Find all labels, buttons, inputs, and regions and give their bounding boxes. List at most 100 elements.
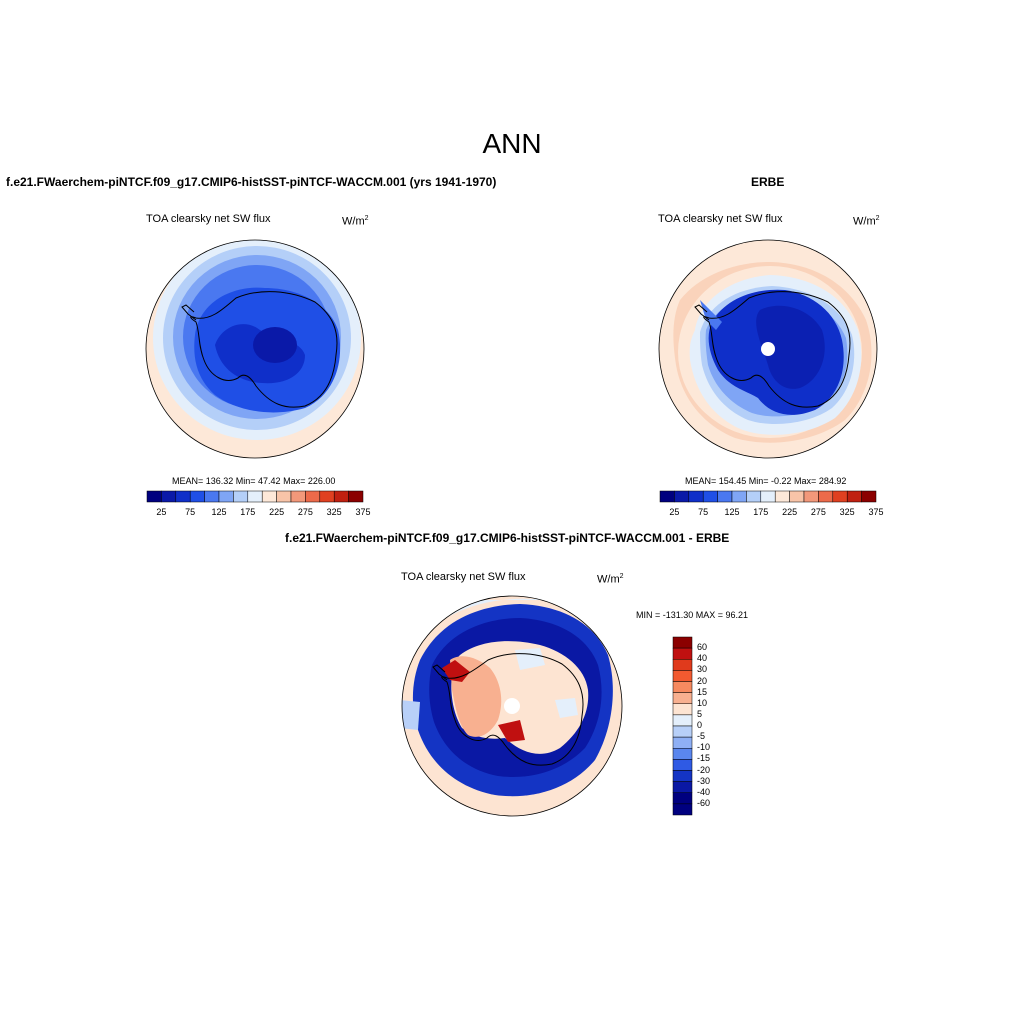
map-2-peninsula-outline xyxy=(694,304,710,321)
colorbar-tick-label: -10 xyxy=(697,742,711,753)
map-1-coastline xyxy=(190,291,338,408)
colorbar-tick-label: 25 xyxy=(156,507,167,517)
colorbar-tick-label: -30 xyxy=(697,775,711,786)
panel-3-colorbar xyxy=(672,636,693,816)
colorbar-tick-label: 375 xyxy=(355,507,371,517)
colorbar-tick-label: 125 xyxy=(211,507,227,517)
colorbar-tick-label: -20 xyxy=(697,764,711,775)
colorbar-box xyxy=(672,636,693,649)
colorbar-tick-label: 325 xyxy=(839,507,855,517)
colorbar-box xyxy=(672,703,693,716)
colorbar-box xyxy=(731,490,747,503)
colorbar-tick-label: 20 xyxy=(697,675,708,686)
colorbar-tick-label: 225 xyxy=(782,507,798,517)
map-3-field xyxy=(402,596,622,816)
colorbar-box xyxy=(702,490,718,503)
colorbar-box xyxy=(672,770,693,782)
colorbar-box xyxy=(218,490,234,503)
colorbar-box xyxy=(688,490,704,503)
colorbar-box xyxy=(247,490,263,503)
colorbar-box xyxy=(672,670,693,682)
colorbar-tick-label: 0 xyxy=(697,720,703,730)
colorbar-box xyxy=(204,490,220,503)
panel-1-stats: MEAN= 136.32 Min= 47.42 Max= 226.00 xyxy=(172,476,336,486)
colorbar-box xyxy=(261,490,277,503)
colorbar-box xyxy=(672,792,693,805)
colorbar-tick-label: 275 xyxy=(297,507,313,517)
colorbar-box xyxy=(189,490,205,503)
colorbar-box xyxy=(333,490,349,503)
colorbar-box xyxy=(717,490,733,503)
colorbar-box xyxy=(672,736,693,749)
colorbar-box xyxy=(672,681,693,693)
panel-2-units: W/m2 xyxy=(853,215,880,228)
colorbar-box xyxy=(175,490,191,503)
colorbar-tick-label: 125 xyxy=(724,507,740,517)
colorbar-box xyxy=(672,692,693,704)
colorbar-box xyxy=(672,759,693,771)
map-2-field xyxy=(659,240,877,458)
colorbar-tick-label: 40 xyxy=(697,653,708,664)
colorbar-tick-label: 275 xyxy=(810,507,826,517)
colorbar-box xyxy=(161,490,177,503)
colorbar-tick-label: 375 xyxy=(868,507,884,517)
colorbar-box xyxy=(774,490,790,503)
colorbar-tick-label: 60 xyxy=(697,642,708,653)
colorbar-box xyxy=(832,490,848,503)
colorbar-box xyxy=(672,748,693,760)
colorbar-box xyxy=(672,659,693,671)
colorbar-tick-label: 175 xyxy=(240,507,256,517)
map-1-border xyxy=(145,239,365,459)
colorbar-box xyxy=(319,490,335,503)
colorbar-box xyxy=(861,490,877,503)
colorbar-box xyxy=(674,490,690,503)
colorbar-tick-label: 15 xyxy=(697,686,708,697)
colorbar-tick-label: 225 xyxy=(269,507,285,517)
colorbar-tick-label: 5 xyxy=(697,708,703,719)
colorbar-box xyxy=(760,490,776,503)
map-3-coastline xyxy=(441,653,584,766)
panel-2-stats: MEAN= 154.45 Min= -0.22 Max= 284.92 xyxy=(685,476,847,486)
colorbar-box xyxy=(672,725,693,738)
colorbar-tick-label: -60 xyxy=(697,797,711,808)
colorbar-box xyxy=(659,490,675,503)
colorbar-tick-label: -15 xyxy=(697,753,711,764)
panel-1-title: f.e21.FWaerchem-piNTCF.f09_g17.CMIP6-his… xyxy=(6,175,497,189)
panel-3-stats: MIN = -131.30 MAX = 96.21 xyxy=(636,610,749,620)
panel-3-title: f.e21.FWaerchem-piNTCF.f09_g17.CMIP6-his… xyxy=(285,531,730,545)
colorbar-box xyxy=(846,490,862,503)
colorbar-box xyxy=(672,647,693,660)
colorbar-box xyxy=(348,490,364,503)
colorbar-tick-label: 325 xyxy=(326,507,342,517)
panel-3-variable-label: TOA clearsky net SW flux xyxy=(401,571,526,583)
colorbar-box xyxy=(672,781,693,793)
panel-1-units: W/m2 xyxy=(342,215,369,228)
colorbar-box xyxy=(789,490,805,503)
colorbar-tick-label: -5 xyxy=(697,731,706,742)
panel-1-colorbar xyxy=(146,490,364,503)
panel-1-variable-label: TOA clearsky net SW flux xyxy=(146,213,271,225)
colorbar-tick-label: 25 xyxy=(669,507,680,517)
colorbar-box xyxy=(305,490,321,503)
colorbar-tick-label: 75 xyxy=(698,507,709,517)
panel-3-units: W/m2 xyxy=(597,573,624,586)
colorbar-box xyxy=(746,490,762,503)
map-3-peninsula-outline xyxy=(432,664,448,681)
map-1-peninsula-outline xyxy=(181,304,197,321)
colorbar-box xyxy=(803,490,819,503)
colorbar-tick-label: 10 xyxy=(697,697,708,708)
colorbar-box xyxy=(233,490,249,503)
main-title: ANN xyxy=(482,128,542,159)
map-1-field xyxy=(146,240,364,458)
map-2-border xyxy=(658,239,878,459)
colorbar-box xyxy=(290,490,306,503)
colorbar-box xyxy=(672,803,693,816)
colorbar-tick-label: 75 xyxy=(185,507,196,517)
panel-2-variable-label: TOA clearsky net SW flux xyxy=(658,213,783,225)
colorbar-tick-label: -40 xyxy=(697,786,711,797)
colorbar-tick-label: 30 xyxy=(697,664,708,675)
colorbar-box xyxy=(146,490,162,503)
map-2-coastline xyxy=(703,291,851,408)
colorbar-box xyxy=(276,490,292,503)
